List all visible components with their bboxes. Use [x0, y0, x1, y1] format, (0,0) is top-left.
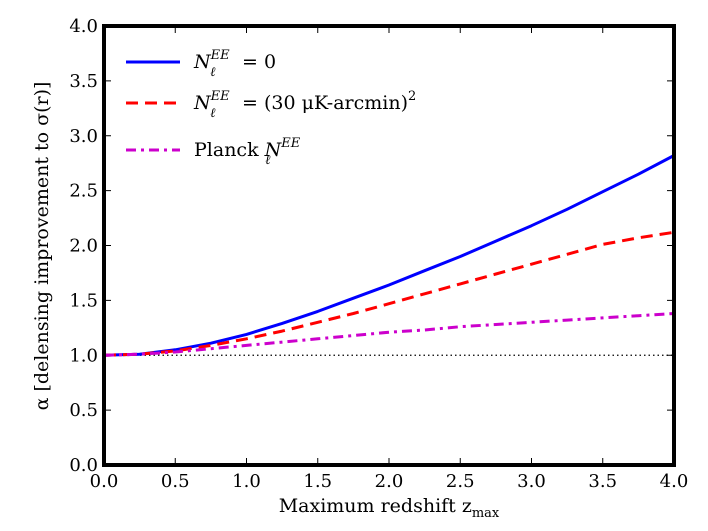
- x-tick-label: 3.0: [517, 471, 546, 492]
- y-tick-label: 1.0: [69, 345, 98, 366]
- ticks-layer: 0.0 0.5 1.0 1.5 2.0 2.5 3.0 3.5 4.0 0.0 0.5 1.0 1.5 2…: [69, 16, 688, 492]
- x-tick-label: 4.0: [660, 471, 689, 492]
- lines-layer: [103, 154, 675, 357]
- x-axis-label: Maximum redshift zmax: [279, 495, 500, 521]
- x-tick-label: 1.0: [232, 471, 261, 492]
- legend: NEE ℓ = 0 NEE ℓ = (30 μK-arcmin)2 Planck NEE…: [126, 48, 416, 168]
- x-tick-label: 0.0: [90, 471, 119, 492]
- legend-label-2: NEE ℓ = (30 μK-arcmin)2: [193, 89, 416, 121]
- legend-label-1: NEE ℓ = 0: [193, 48, 276, 80]
- y-tick-label: 2.5: [69, 181, 98, 202]
- y-tick-label: 1.5: [69, 290, 98, 311]
- series-line-3: [103, 312, 675, 357]
- x-tick-label: 2.5: [446, 471, 475, 492]
- x-tick-label: 1.5: [303, 471, 332, 492]
- x-tick-label: 3.5: [588, 471, 617, 492]
- y-tick-label: 0.0: [69, 455, 98, 476]
- y-tick-label: 2.0: [69, 236, 98, 257]
- series-line-2: [103, 230, 675, 357]
- x-tick-label: 2.0: [375, 471, 404, 492]
- plot-background: [104, 26, 674, 465]
- y-tick-label: 3.5: [69, 71, 98, 92]
- y-tick-label: 4.0: [69, 16, 98, 37]
- plot-frame: [102, 24, 676, 467]
- series-line-1: [103, 154, 675, 357]
- legend-label-3: Planck NEE ℓ: [194, 136, 301, 168]
- y-tick-label: 0.5: [69, 400, 98, 421]
- y-tick-label: 3.0: [69, 126, 98, 147]
- x-tick-label: 0.5: [161, 471, 190, 492]
- y-axis-label: α [delensing improvement to σ(r)]: [31, 82, 53, 411]
